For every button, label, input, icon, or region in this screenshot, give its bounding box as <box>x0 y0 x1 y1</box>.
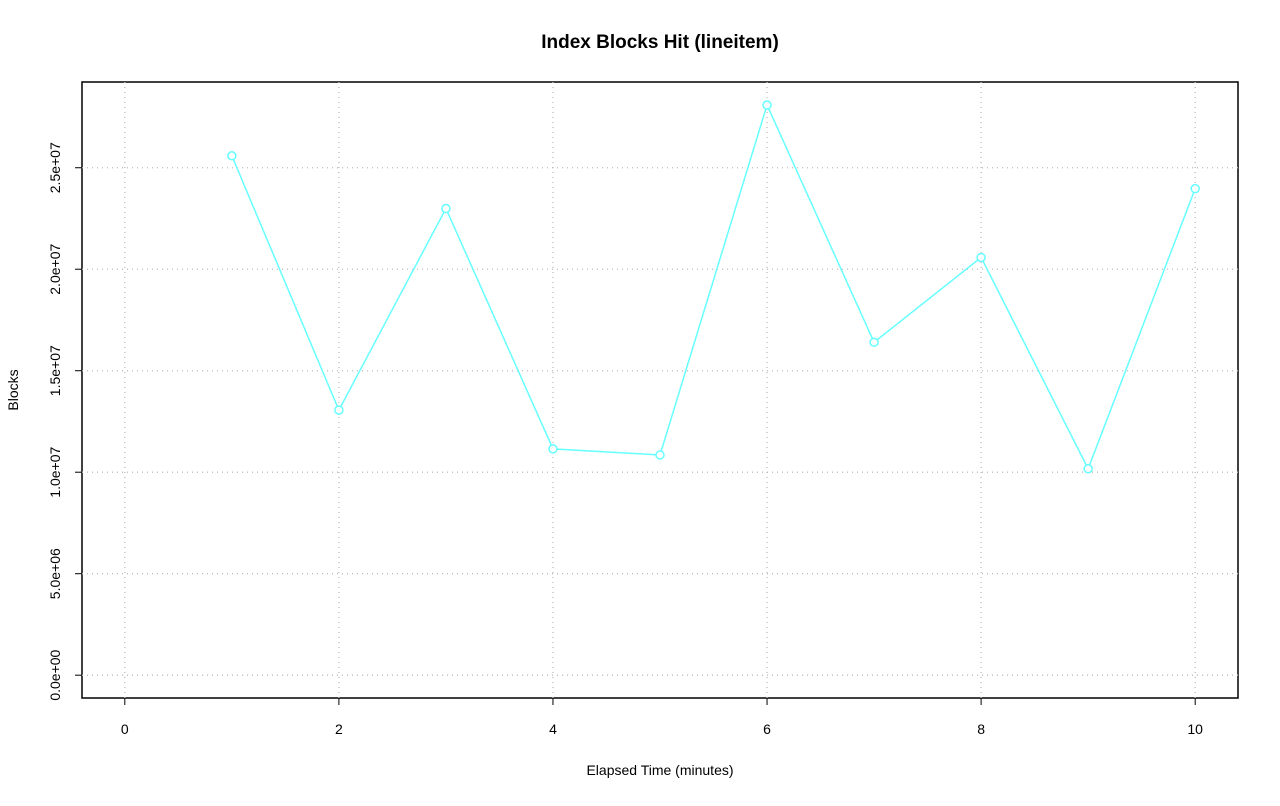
data-line <box>231 102 1196 471</box>
y-axis-title: Blocks <box>5 369 21 410</box>
data-point <box>976 252 986 263</box>
data-point <box>1083 464 1093 474</box>
y-tick-label: 5.0e+06 <box>47 548 63 599</box>
data-point <box>548 444 558 454</box>
data-point <box>1190 183 1200 194</box>
y-tick-label: 2.0e+07 <box>47 244 63 295</box>
x-tick-label: 8 <box>977 721 985 737</box>
y-tick-label: 1.5e+07 <box>47 345 63 396</box>
x-tick-label: 0 <box>121 721 129 737</box>
x-axis-title: Elapsed Time (minutes) <box>586 762 733 778</box>
data-point <box>762 100 772 110</box>
x-tick-label: 10 <box>1187 721 1203 737</box>
y-tick-label: 2.5e+07 <box>47 142 63 193</box>
x-tick-label: 4 <box>549 721 557 737</box>
plot-frame <box>81 81 1239 699</box>
data-point <box>334 405 344 415</box>
y-tick-label: 0.0e+00 <box>47 649 63 700</box>
data-point <box>655 450 665 460</box>
y-tick-label: 1.0e+07 <box>47 446 63 497</box>
x-tick-label: 2 <box>335 721 343 737</box>
x-tick-label: 6 <box>763 721 771 737</box>
data-point <box>441 203 451 214</box>
data-point <box>869 337 879 348</box>
chart-title: Index Blocks Hit (lineitem) <box>541 32 779 53</box>
data-point <box>227 151 237 161</box>
